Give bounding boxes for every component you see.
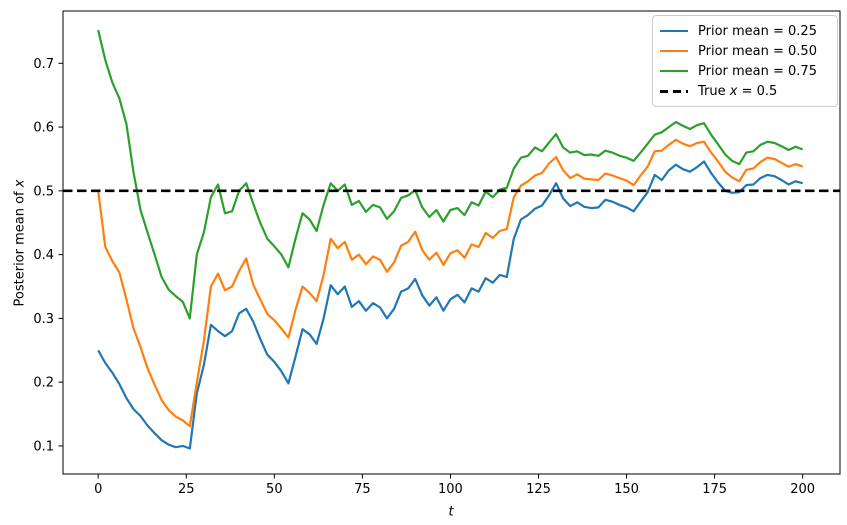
legend-item: Prior mean = 0.25: [660, 21, 829, 41]
y-axis-label-variable: x: [12, 179, 28, 188]
legend-item: Prior mean = 0.75: [660, 61, 829, 81]
legend-item-label: Prior mean = 0.75: [698, 63, 817, 79]
y-tick-label: 0.6: [33, 121, 54, 136]
y-tick-label: 0.7: [33, 57, 54, 72]
series-line-1: [97, 138, 804, 428]
legend-item-label: Prior mean = 0.50: [698, 43, 817, 59]
legend-line-sample-green: [660, 69, 688, 73]
x-tick-label: 75: [354, 482, 371, 497]
legend: Prior mean = 0.25 Prior mean = 0.50 Prio…: [652, 15, 838, 107]
legend-true-label-suffix: = 0.5: [737, 83, 778, 99]
legend-line-sample-dashed: [660, 89, 688, 93]
x-tick-label: 0: [94, 482, 102, 497]
y-tick-label: 0.3: [33, 312, 54, 327]
x-tick-label: 200: [790, 482, 815, 497]
legend-true-label-prefix: True: [698, 83, 730, 99]
x-tick-label: 175: [702, 482, 727, 497]
y-tick-label: 0.5: [33, 184, 54, 199]
y-tick-label: 0.1: [33, 439, 54, 454]
x-tick-label: 100: [438, 482, 463, 497]
y-tick-label: 0.2: [33, 376, 54, 391]
plot-border: [62, 10, 841, 475]
legend-line-sample-blue: [660, 29, 688, 33]
legend-item: Prior mean = 0.50: [660, 41, 829, 61]
x-tick-label: 125: [526, 482, 551, 497]
legend-line-sample-orange: [660, 49, 688, 53]
x-tick-label: 25: [178, 482, 195, 497]
y-axis-label-text: Posterior mean of: [12, 187, 28, 307]
legend-item-label: Prior mean = 0.25: [698, 23, 817, 39]
legend-true-label-variable: x: [729, 83, 738, 99]
series-line-0: [97, 160, 803, 450]
x-axis-label: t: [448, 504, 454, 520]
series-line-2: [97, 29, 804, 320]
legend-item-label: True x = 0.5: [698, 84, 777, 99]
x-tick-label: 150: [614, 482, 639, 497]
legend-item: True x = 0.5: [660, 81, 829, 101]
y-axis-label: Posterior mean of x: [13, 180, 28, 307]
x-tick-label: 50: [266, 482, 283, 497]
y-tick-label: 0.4: [33, 248, 54, 263]
